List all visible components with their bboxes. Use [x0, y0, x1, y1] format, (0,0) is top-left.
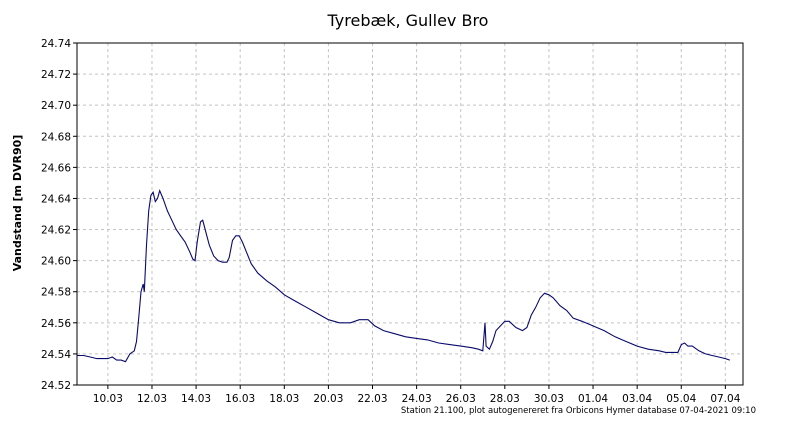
plot-frame	[76, 42, 744, 386]
x-tick-label: 03.04	[622, 393, 652, 405]
x-axis-ticks: 10.03 12.03 14.03 16.03 18.03 20.03 22.03 24.03…	[93, 385, 741, 405]
y-tick-label: 24.66	[41, 162, 71, 174]
x-tick-label: 07.04	[710, 393, 740, 405]
x-tick-label: 16.03	[225, 393, 255, 405]
y-tick-label: 24.74	[41, 38, 71, 50]
y-tick-label: 24.62	[41, 225, 71, 237]
footer-note: Station 21.100, plot autogenereret fra O…	[401, 406, 756, 416]
y-axis-ticks: 24.52 24.54 24.56 24.58 24.60 24.62 24.64 24.66…	[41, 38, 77, 392]
x-tick-label: 14.03	[181, 393, 211, 405]
x-tick-label: 30.03	[534, 393, 564, 405]
x-tick-label: 12.03	[137, 393, 167, 405]
y-tick-label: 24.70	[41, 100, 71, 112]
x-tick-label: 18.03	[269, 393, 299, 405]
x-tick-label: 28.03	[490, 393, 520, 405]
x-tick-label: 01.04	[578, 393, 608, 405]
y-axis-label: Vandstand [m DVR90]	[11, 135, 24, 272]
y-tick-label: 24.52	[41, 380, 71, 392]
y-tick-label: 24.58	[41, 287, 71, 299]
y-tick-label: 24.72	[41, 69, 71, 81]
series-line	[77, 189, 730, 363]
y-tick-label: 24.54	[41, 349, 71, 361]
y-tick-label: 24.60	[41, 256, 71, 268]
x-tick-label: 24.03	[402, 393, 432, 405]
y-tick-label: 24.68	[41, 131, 71, 143]
x-tick-label: 22.03	[357, 393, 387, 405]
x-tick-label: 20.03	[313, 393, 343, 405]
x-tick-label: 26.03	[446, 393, 476, 405]
y-tick-label: 24.64	[41, 193, 71, 205]
x-tick-label: 05.04	[666, 393, 696, 405]
x-tick-label: 10.03	[93, 393, 123, 405]
y-tick-label: 24.56	[41, 318, 71, 330]
chart-title: Tyrebæk, Gullev Bro	[327, 11, 489, 30]
grid-lines	[77, 43, 743, 385]
